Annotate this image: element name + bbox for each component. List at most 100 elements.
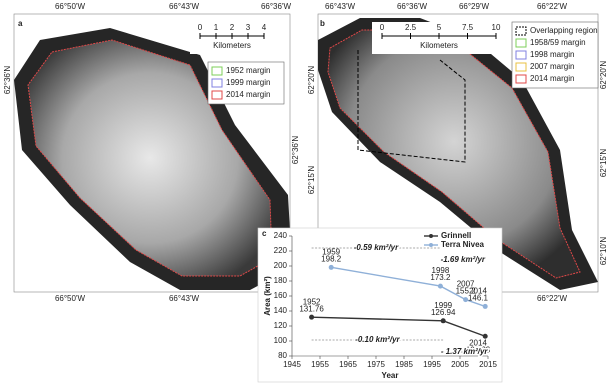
lon-label: 66°43'W [325, 2, 356, 11]
ice-cap [27, 39, 273, 277]
y-tick-label: 220 [274, 246, 288, 255]
trend-label: -0.59 km²/yr [354, 243, 399, 252]
x-tick-label: 2015 [479, 360, 497, 369]
point-year: 2007 [457, 280, 475, 289]
legend-label: 1952 margin [226, 66, 270, 75]
point-value: 126.94 [431, 308, 456, 317]
lat-label: 62°15'N [599, 149, 608, 178]
legend-swatch [515, 50, 527, 60]
lon-label: 66°22'W [537, 2, 568, 11]
scale-label: 0 [198, 23, 203, 32]
trend-label: -0.10 km²/yr [355, 335, 400, 344]
point-year: 2014 [469, 287, 487, 296]
lon-label: 66°36'W [397, 2, 428, 11]
y-tick-label: 160 [274, 291, 288, 300]
lat-label: 62°36'N [291, 136, 300, 165]
point-year: 1952 [303, 297, 321, 306]
legend-swatch [211, 90, 223, 100]
x-tick-label: 1965 [339, 360, 357, 369]
point-year: 2014 [469, 338, 487, 347]
y-tick-label: 240 [274, 231, 288, 240]
panel-label: a [18, 19, 23, 28]
panel-label: b [320, 19, 325, 28]
legend-label: 2014 margin [530, 74, 574, 83]
legend-label: 1998 margin [530, 50, 574, 59]
y-tick-label: 200 [274, 261, 288, 270]
point-year: 1959 [322, 247, 340, 256]
lon-label: 66°43'W [169, 2, 200, 11]
point-value: 131.76 [299, 304, 324, 313]
legend-box [207, 61, 285, 105]
scale-label: 2 [230, 23, 235, 32]
point-value: 155.2 [456, 287, 477, 296]
lon-label: 66°50'W [55, 294, 86, 303]
lon-label: 66°22'W [537, 294, 568, 303]
y-tick-label: 100 [274, 336, 288, 345]
legend-label: 1999 margin [226, 78, 270, 87]
legend-label: 2014 margin [226, 90, 270, 99]
legend-label: Grinnell [441, 231, 471, 240]
panel-label: c [262, 229, 267, 238]
legend-marker [429, 234, 433, 238]
scale-label: 0 [380, 23, 385, 32]
scale-label: 4 [262, 23, 267, 32]
point [440, 318, 446, 324]
scale-unit: Kilometers [213, 41, 251, 50]
lat-label: 62°15'N [307, 166, 316, 195]
x-tick-label: 2005 [451, 360, 469, 369]
y-axis-label: Area (km²) [263, 276, 272, 316]
legend-marker [429, 243, 433, 247]
lat-label: 62°20'N [599, 61, 608, 90]
point [463, 297, 469, 303]
x-tick-label: 1955 [311, 360, 329, 369]
y-tick-label: 140 [274, 306, 288, 315]
y-tick-label: 180 [274, 276, 288, 285]
y-tick-label: 80 [278, 351, 287, 360]
scale-label: 7.5 [462, 23, 474, 32]
scale-label: 1 [214, 23, 219, 32]
point [437, 283, 443, 289]
lon-label: 66°43'W [169, 294, 200, 303]
x-tick-label: 1945 [283, 360, 301, 369]
legend-swatch [515, 74, 527, 84]
lon-label: 66°36'W [261, 2, 292, 11]
x-axis-label: Year [382, 371, 399, 380]
legend-swatch [515, 62, 527, 72]
scale-label: 3 [246, 23, 251, 32]
x-tick-label: 1985 [395, 360, 413, 369]
point [328, 264, 334, 270]
legend-swatch [211, 78, 223, 88]
point [482, 303, 488, 309]
scale-label: 2.5 [405, 23, 417, 32]
legend-label: 2007 margin [530, 62, 574, 71]
overlap-region [357, 50, 466, 163]
y-tick-label: 120 [274, 321, 288, 330]
scale-unit: Kilometers [420, 41, 458, 50]
legend-label: Terra Nivea [441, 240, 485, 249]
point-value: 198.2 [321, 254, 342, 263]
lat-label: 62°36'N [3, 66, 12, 95]
point-year: 1998 [432, 266, 450, 275]
lat-label: 62°10'N [599, 237, 608, 266]
legend-swatch [515, 38, 527, 48]
point-value: 146.1 [468, 294, 489, 303]
legend-label: Overlapping region [530, 26, 598, 35]
point-value: 173.2 [430, 273, 451, 282]
point-year: 1999 [434, 301, 452, 310]
series-line [331, 266, 486, 308]
lon-label: 66°29'W [459, 2, 490, 11]
x-tick-label: 1975 [367, 360, 385, 369]
trend-label: -1.69 km²/yr [441, 255, 486, 264]
x-tick-label: 1995 [423, 360, 441, 369]
legend-swatch [211, 66, 223, 76]
chart-panel [257, 227, 503, 383]
lat-label: 62°20'N [307, 66, 316, 95]
legend-swatch [515, 26, 527, 36]
lon-label: 66°50'W [55, 2, 86, 11]
point [482, 333, 488, 339]
scale-label: 10 [492, 23, 501, 32]
scale-label: 5 [437, 23, 442, 32]
point [309, 314, 315, 320]
trend-label: - 1.37 km²/yr [441, 347, 489, 356]
